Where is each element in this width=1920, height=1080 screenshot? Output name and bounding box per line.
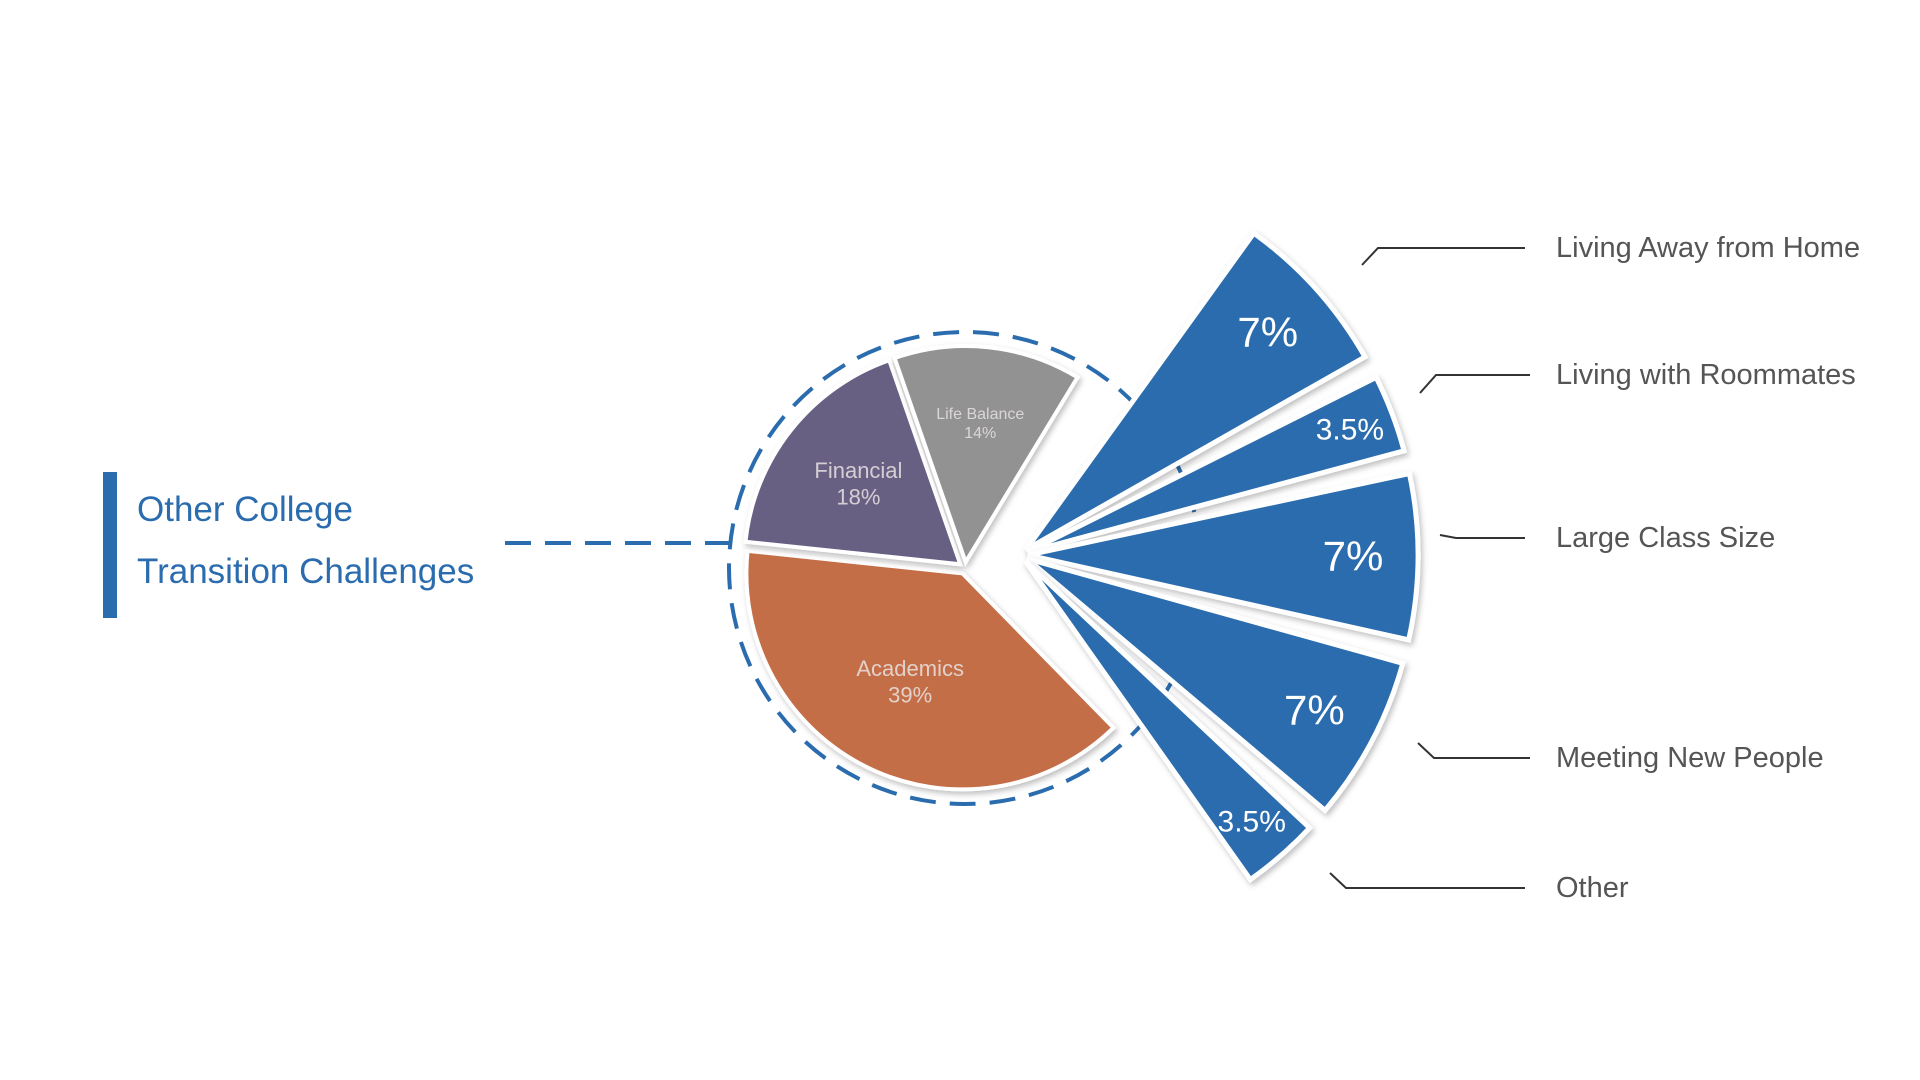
slice-value: 14% (964, 425, 996, 442)
slice-label: Academics (856, 656, 964, 681)
leader-line (1361, 247, 1525, 266)
callout-label: Meeting New People (1556, 742, 1824, 774)
leader-line (1439, 534, 1525, 539)
callout-label: Living Away from Home (1556, 232, 1861, 264)
slice-value: 7% (1323, 532, 1384, 579)
slice-financial (743, 357, 964, 567)
chart-title-line-2: Transition Challenges (137, 552, 475, 591)
slice-value: 7% (1284, 687, 1345, 734)
slice-value: 3.5% (1316, 413, 1384, 446)
leader-line (1329, 872, 1525, 889)
slice-living-away-from-home (1023, 229, 1369, 552)
slice-academics (744, 548, 1117, 792)
slice-label: Financial (814, 458, 902, 483)
title-accent-bar (103, 472, 117, 618)
slice-meeting-new-people (1025, 556, 1406, 814)
slice-value: 7% (1237, 308, 1298, 355)
callout-label: Living with Roommates (1556, 359, 1856, 391)
slice-living-with-roommates (1026, 374, 1408, 555)
slice-other (1023, 559, 1314, 884)
slice-value: 3.5% (1218, 805, 1286, 838)
callout-label: Large Class Size (1556, 522, 1776, 554)
chart-title-line-1: Other College (137, 490, 353, 529)
slice-value: 18% (836, 484, 880, 509)
leader-line (1419, 374, 1530, 394)
slice-life-balance (892, 344, 1081, 567)
callout-label: Other (1556, 872, 1629, 904)
slice-large-class-size (1027, 470, 1421, 643)
slice-label: Life Balance (936, 406, 1024, 423)
slice-value: 39% (888, 682, 932, 707)
leader-line (1417, 742, 1530, 759)
